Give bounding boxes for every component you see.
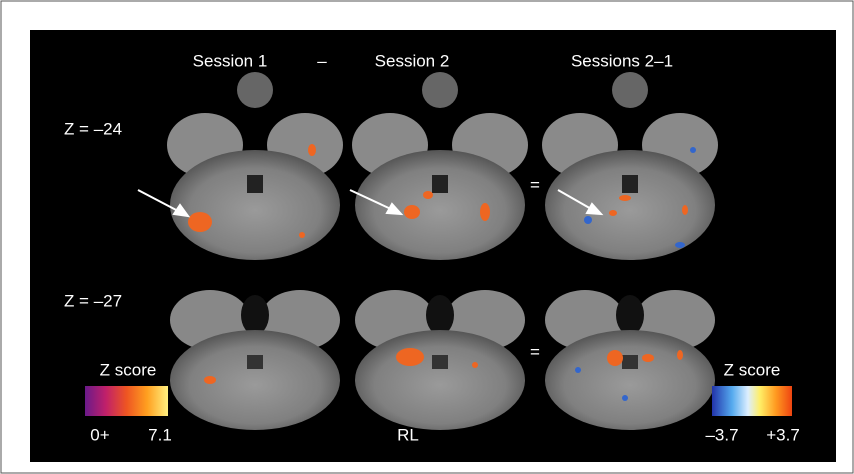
colorbar-label: –3.7 — [705, 425, 738, 444]
column-header: Session 2 — [375, 51, 450, 70]
colorbar-title: Z score — [100, 360, 157, 379]
colorbar-label: 0+ — [90, 425, 109, 444]
brain-scan — [170, 290, 340, 430]
operator: – — [317, 51, 327, 70]
column-header: Session 1 — [193, 51, 268, 70]
row-label: Z = –27 — [64, 291, 122, 310]
operator: = — [530, 175, 540, 194]
colorbar-label: 7.1 — [148, 425, 172, 444]
colorbar-label: +3.7 — [766, 425, 800, 444]
brain-scan — [545, 290, 715, 430]
row-label: Z = –24 — [64, 119, 122, 138]
page: {"header": {"col1": "Session 1", "minus"… — [0, 0, 854, 474]
colorbar-title: Z score — [724, 360, 781, 379]
figure: Session 1 – Session 2 Sessions 2–1 Z = –… — [0, 0, 854, 474]
brain-scan — [355, 290, 525, 430]
operator: = — [530, 342, 540, 361]
column-header: Sessions 2–1 — [571, 51, 673, 70]
colorbar — [85, 386, 168, 416]
orientation-label: RL — [397, 425, 419, 444]
colorbar — [712, 386, 792, 416]
